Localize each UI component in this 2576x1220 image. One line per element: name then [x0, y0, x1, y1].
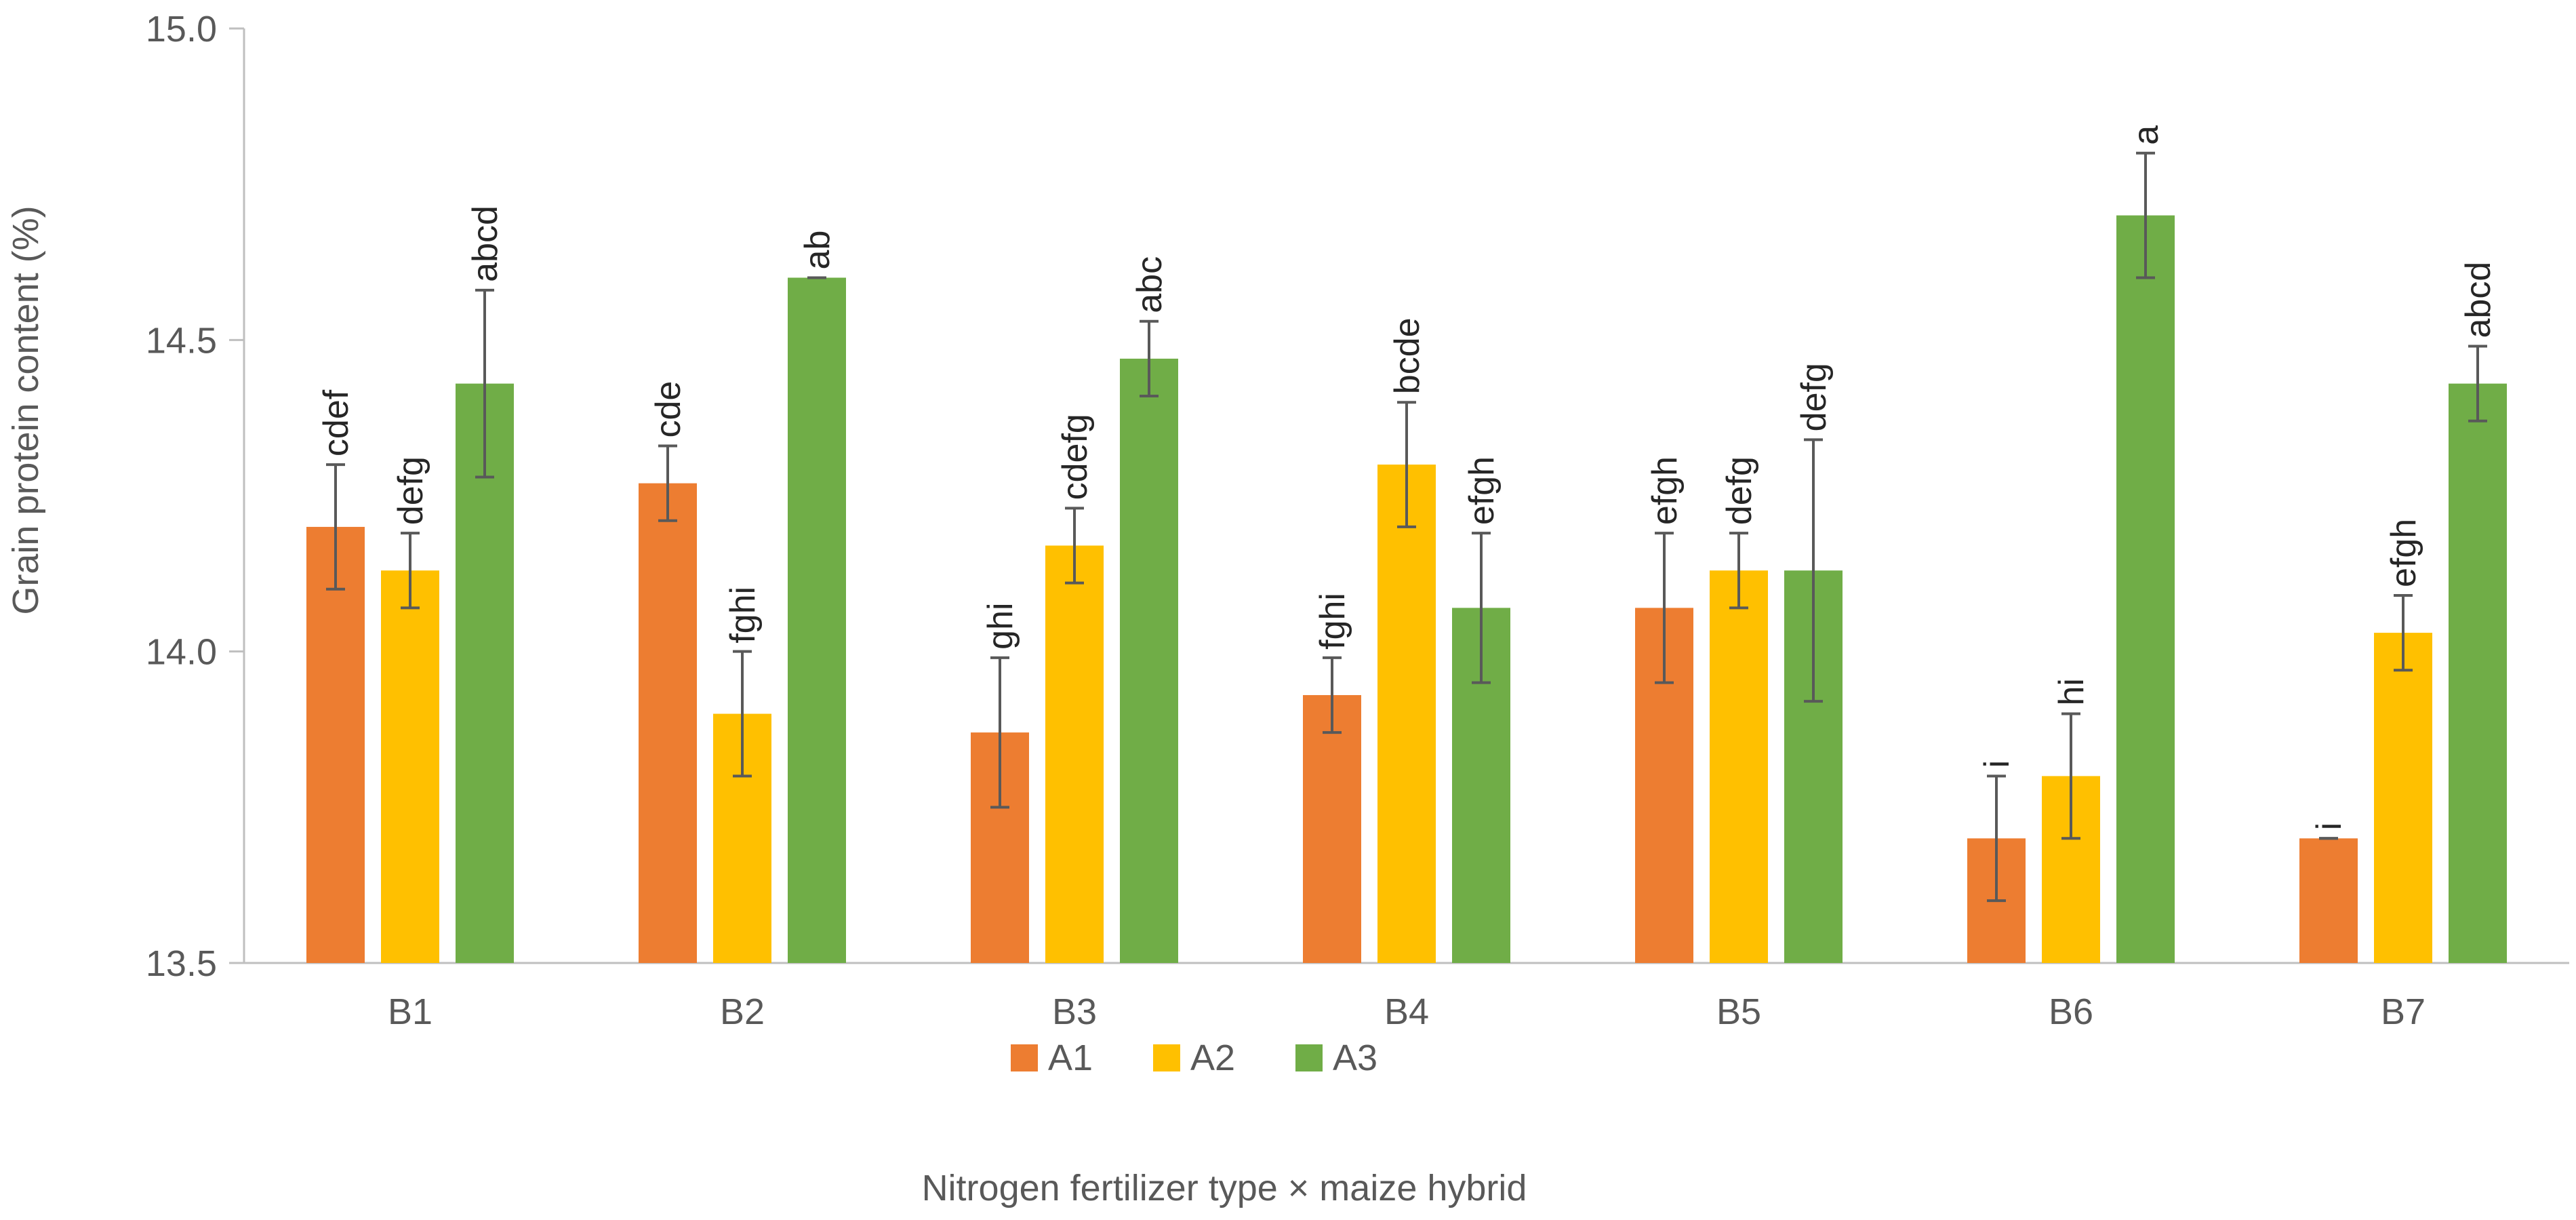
significance-letter: abcd [466, 205, 505, 282]
significance-letter: defg [1720, 456, 1759, 525]
bar [456, 383, 514, 963]
legend-label: A1 [1048, 1038, 1093, 1078]
significance-letter: defg [391, 456, 430, 525]
bar [639, 483, 697, 963]
legend: A1 A2 A3 [1011, 1038, 1377, 1078]
bar [2299, 838, 2358, 963]
bar [1045, 545, 1104, 963]
y-tick-label: 13.5 [146, 943, 217, 984]
bar [306, 526, 365, 963]
bar [1710, 570, 1768, 963]
x-axis-title: Nitrogen fertilizer type × maize hybrid [922, 1168, 1527, 1208]
x-tick-label: B6 [2049, 991, 2093, 1032]
significance-letter: fghi [1313, 593, 1352, 650]
legend-label: A3 [1333, 1038, 1377, 1078]
legend-swatch [1011, 1044, 1038, 1071]
bars [306, 215, 2507, 964]
x-tick-label: B2 [720, 991, 765, 1032]
significance-letter: ab [798, 231, 837, 270]
significance-letter: ghi [981, 602, 1020, 649]
bar [2116, 215, 2175, 964]
bar [1303, 694, 1361, 963]
x-tick-label: B4 [1384, 991, 1429, 1032]
error-bars [326, 151, 2487, 903]
bar [1377, 465, 1436, 963]
significance-letter: efgh [1645, 456, 1685, 525]
significance-letter: cde [649, 381, 688, 438]
significance-letter: fghi [723, 587, 763, 644]
significance-letter: bcde [1388, 317, 1427, 394]
significance-letter: i [1977, 760, 2017, 768]
y-tick-label: 14.5 [146, 320, 217, 361]
legend-swatch [1295, 1044, 1323, 1071]
bar [1120, 358, 1178, 963]
x-tick-label: B1 [388, 991, 432, 1032]
significance-letter: efgh [2384, 519, 2423, 587]
bar [381, 570, 439, 963]
significance-letter: hi [2052, 678, 2091, 705]
significance-letter: i [2310, 823, 2349, 831]
x-tick-label: B3 [1052, 991, 1097, 1032]
y-tick-label: 15.0 [146, 9, 217, 50]
significance-letters: cdef defg abcd cde fghi ab ghi cdefg abc fghi bcde… [317, 125, 2498, 831]
bar [2374, 633, 2432, 963]
significance-letter: abcd [2459, 262, 2498, 338]
x-tick-label: B5 [1716, 991, 1761, 1032]
x-tick-label: B7 [2381, 991, 2426, 1032]
significance-letter: defg [1794, 363, 1834, 431]
legend-label: A2 [1190, 1038, 1235, 1078]
bar [788, 277, 846, 963]
significance-letter: cdefg [1055, 414, 1095, 500]
significance-letter: abc [1130, 256, 1169, 313]
legend-swatch [1153, 1044, 1180, 1071]
y-tick-label: 14.0 [146, 632, 217, 673]
bar [2449, 383, 2507, 963]
y-axis-title: Grain protein content (%) [5, 205, 46, 614]
significance-letter: a [2127, 125, 2166, 145]
significance-letter: cdef [317, 389, 356, 456]
significance-letter: efgh [1462, 456, 1502, 525]
